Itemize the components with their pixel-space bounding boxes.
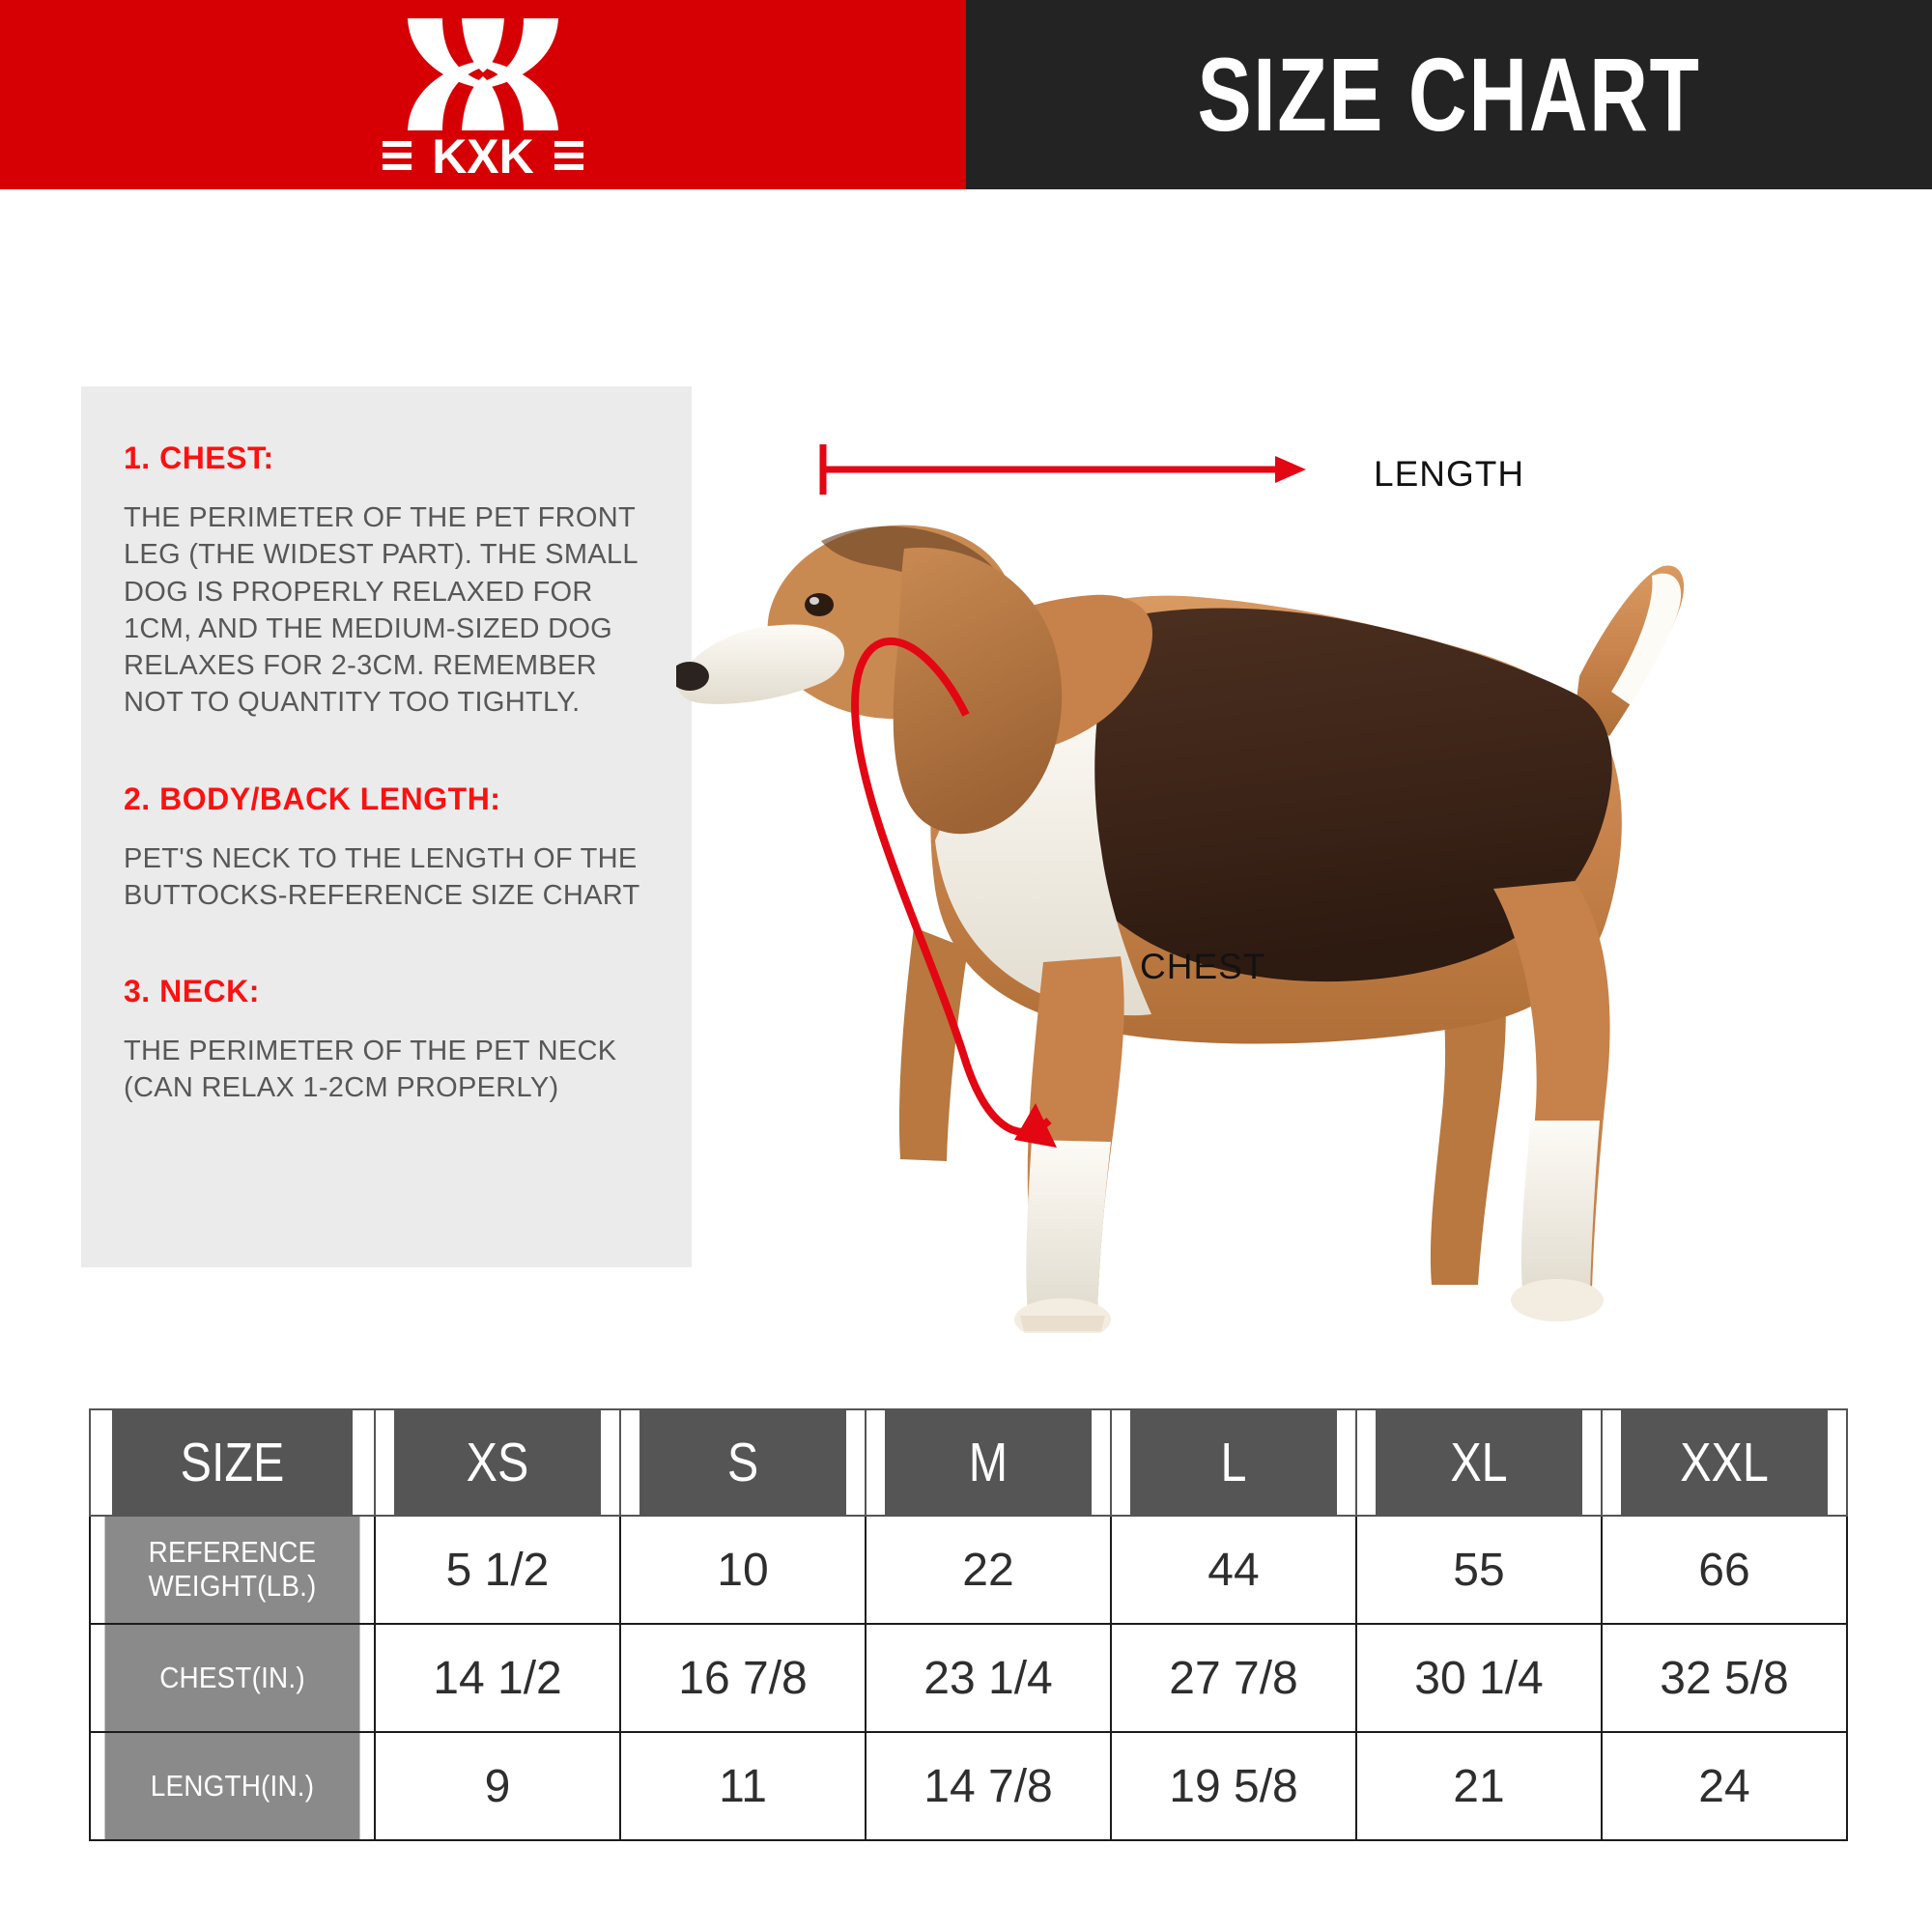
column-header-size: SIZE bbox=[110, 1408, 355, 1517]
chest-arrow-head bbox=[1014, 1103, 1057, 1148]
row-label-length: LENGTH(IN.) bbox=[102, 1731, 362, 1841]
instruction-body-body-length: PET'S NECK TO THE LENGTH OF THE BUTTOCKS… bbox=[124, 842, 640, 911]
length-annotation-label: LENGTH bbox=[1374, 454, 1525, 494]
instruction-body-chest: THE PERIMETER OF THE PET FRONT LEG (THE … bbox=[124, 502, 638, 719]
cell-length-xl: 21 bbox=[1355, 1731, 1603, 1841]
cell-chest-xs: 14 1/2 bbox=[374, 1623, 621, 1733]
measurement-annotations bbox=[819, 444, 1306, 1148]
row-label-chest: CHEST(IN.) bbox=[102, 1623, 362, 1733]
instruction-section-neck: 3. NECK: THE PERIMETER OF THE PET NECK (… bbox=[124, 974, 653, 1107]
column-header-xxl: XXL bbox=[1619, 1408, 1830, 1517]
column-header-xl: XL bbox=[1374, 1408, 1584, 1517]
beagle-dog-illustration bbox=[676, 444, 1685, 1333]
cell-chest-xxl: 32 5/8 bbox=[1601, 1623, 1848, 1733]
cell-weight-m: 22 bbox=[865, 1515, 1112, 1625]
cell-chest-l: 27 7/8 bbox=[1110, 1623, 1357, 1733]
table-row-chest: CHEST(IN.) 14 1/2 16 7/8 23 1/4 27 7/8 3… bbox=[90, 1623, 1848, 1733]
dog-measurement-diagram: LENGTH CHEST bbox=[676, 386, 1922, 1333]
column-header-s: S bbox=[638, 1408, 848, 1517]
brand-banner: KXK bbox=[0, 0, 966, 189]
cell-weight-l: 44 bbox=[1110, 1515, 1357, 1625]
cell-weight-xl: 55 bbox=[1355, 1515, 1603, 1625]
column-header-m: M bbox=[883, 1408, 1094, 1517]
cell-length-s: 11 bbox=[619, 1731, 867, 1841]
cell-length-xs: 9 bbox=[374, 1731, 621, 1841]
measurement-instructions-panel: 1. CHEST: THE PERIMETER OF THE PET FRONT… bbox=[81, 386, 692, 1267]
cell-length-l: 19 5/8 bbox=[1110, 1731, 1357, 1841]
instruction-body-neck: THE PERIMETER OF THE PET NECK (CAN RELAX… bbox=[124, 1036, 617, 1104]
instruction-heading-body-length: 2. BODY/BACK LENGTH: bbox=[124, 781, 501, 816]
cell-length-xxl: 24 bbox=[1601, 1731, 1848, 1841]
size-chart-table: SIZE XS S M L XL XXL REFERENCE WEIGHT(LB… bbox=[89, 1408, 1848, 1841]
instruction-heading-neck: 3. NECK: bbox=[124, 974, 260, 1009]
chest-annotation-label: CHEST bbox=[1140, 947, 1266, 986]
instruction-section-chest: 1. CHEST: THE PERIMETER OF THE PET FRONT… bbox=[124, 440, 653, 722]
cell-chest-xl: 30 1/4 bbox=[1355, 1623, 1603, 1733]
page-title-banner: SIZE CHART bbox=[966, 0, 1932, 189]
table-row-length: LENGTH(IN.) 9 11 14 7/8 19 5/8 21 24 bbox=[90, 1731, 1848, 1841]
page-title: SIZE CHART bbox=[1197, 36, 1701, 153]
chest-girth-loop bbox=[851, 638, 1052, 1136]
cell-weight-s: 10 bbox=[619, 1515, 867, 1625]
table-header-row: SIZE XS S M L XL XXL bbox=[90, 1408, 1847, 1517]
row-label-reference-weight: REFERENCE WEIGHT(LB.) bbox=[102, 1515, 362, 1625]
instruction-section-body-length: 2. BODY/BACK LENGTH: PET'S NECK TO THE L… bbox=[124, 781, 653, 915]
cell-chest-m: 23 1/4 bbox=[865, 1623, 1112, 1733]
cell-weight-xxl: 66 bbox=[1601, 1515, 1848, 1625]
length-arrow-head bbox=[1275, 456, 1306, 483]
table-row-reference-weight: REFERENCE WEIGHT(LB.) 5 1/2 10 22 44 55 … bbox=[90, 1515, 1848, 1625]
column-header-xs: XS bbox=[392, 1408, 603, 1517]
instruction-heading-chest: 1. CHEST: bbox=[124, 440, 274, 475]
dog-figure bbox=[676, 525, 1685, 1333]
cell-weight-xs: 5 1/2 bbox=[374, 1515, 621, 1625]
cell-length-m: 14 7/8 bbox=[865, 1731, 1112, 1841]
kxk-hourglass-logo: KXK bbox=[383, 18, 583, 177]
svg-text:KXK: KXK bbox=[432, 129, 534, 177]
cell-chest-s: 16 7/8 bbox=[619, 1623, 867, 1733]
page-header: KXK SIZE CHART bbox=[0, 0, 1932, 189]
column-header-l: L bbox=[1128, 1408, 1339, 1517]
